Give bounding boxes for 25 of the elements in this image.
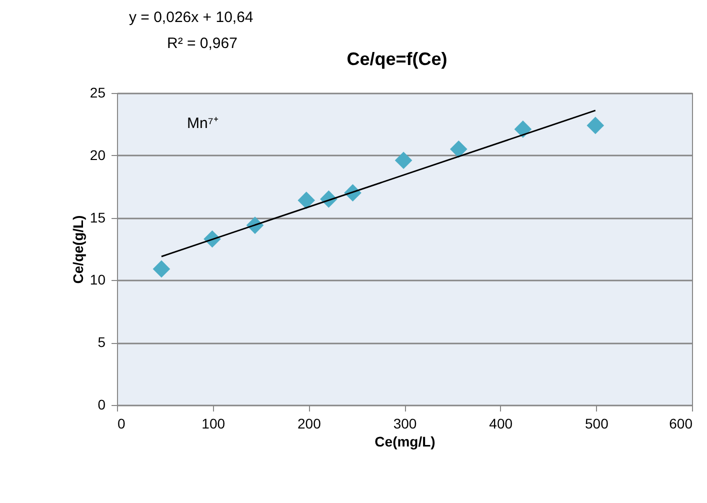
point xyxy=(450,140,468,158)
x-axis-title: Ce(mg/L) xyxy=(374,434,436,450)
annotation: Mn⁷⁺ xyxy=(187,115,218,132)
point xyxy=(586,116,604,134)
y-tick-label: 0 xyxy=(98,396,106,412)
x-tick-label: 100 xyxy=(202,416,226,432)
y-tick-label: 20 xyxy=(90,146,106,163)
x-tick-label: 300 xyxy=(393,416,417,432)
x-tick-label: 400 xyxy=(489,416,513,432)
point xyxy=(298,192,316,209)
text: y = 0,026x + 10,64 xyxy=(129,9,254,26)
point xyxy=(394,152,412,170)
x-tick-label: 500 xyxy=(584,416,609,432)
chart-title: Ce/qe=f(Ce) xyxy=(346,49,448,69)
y-tick-label: 15 xyxy=(90,209,106,226)
y-axis-title: Ce/qe(g/L) xyxy=(70,215,86,284)
y-tick-label: 5 xyxy=(98,334,106,350)
y-tick-label: 25 xyxy=(90,84,106,100)
point xyxy=(514,120,532,138)
x-tick-label: 0 xyxy=(118,416,126,432)
x-tick-label: 200 xyxy=(297,416,322,432)
x-tick-label: 600 xyxy=(669,416,693,432)
text: R² = 0,967 xyxy=(167,35,238,52)
y-tick-label: 10 xyxy=(90,272,106,288)
point xyxy=(152,260,170,278)
